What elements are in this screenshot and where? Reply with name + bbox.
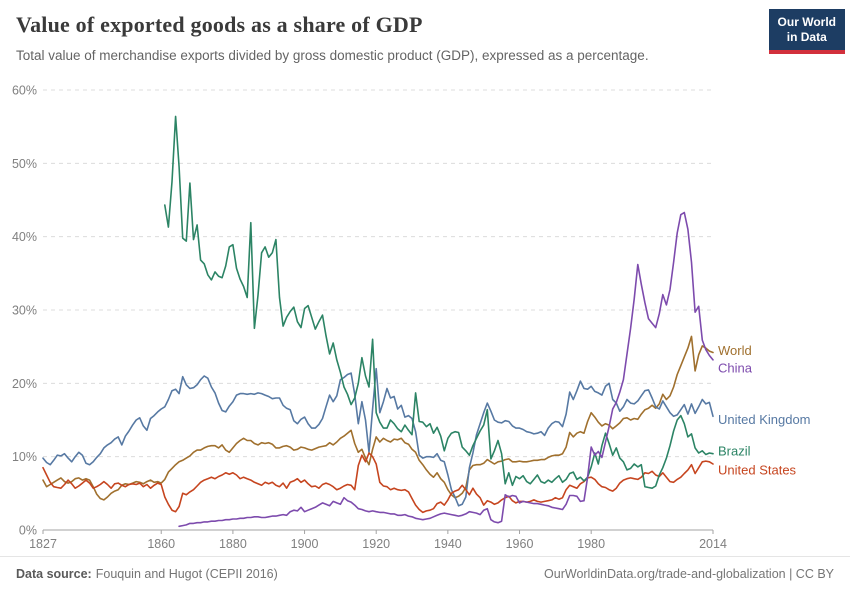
x-axis (42, 529, 714, 534)
x-tick-label: 1980 (577, 537, 605, 551)
x-tick-label: 1860 (147, 537, 175, 551)
logo-line1: Our World (777, 15, 836, 29)
y-tick-label: 30% (12, 304, 37, 318)
series-line-united-states[interactable] (42, 452, 714, 514)
y-tick-label: 0% (19, 524, 37, 538)
x-tick-label: 1880 (219, 537, 247, 551)
gridlines (43, 89, 713, 458)
series-lines (42, 115, 714, 528)
x-tick-label: 1900 (291, 537, 319, 551)
series-line-world[interactable] (42, 335, 714, 501)
series-line-china[interactable] (178, 211, 714, 528)
series-line-brazil[interactable] (164, 115, 714, 489)
y-tick-label: 10% (12, 450, 37, 464)
series-line-united-kingdom[interactable] (42, 367, 714, 507)
x-tick-label: 1960 (506, 537, 534, 551)
page-title: Value of exported goods as a share of GD… (16, 12, 423, 37)
y-axis-labels: 0% 10% 20% 30% 40% 50% 60% (12, 84, 37, 538)
x-tick-label: 1827 (29, 537, 57, 551)
data-source-label: Data source: (16, 567, 92, 581)
page-subtitle: Total value of merchandise exports divid… (16, 48, 649, 63)
series-label-world[interactable]: World (718, 343, 752, 358)
chart-footer: Data source: Fouquin and Hugot (CEPII 201… (0, 556, 850, 581)
data-source: Data source: Fouquin and Hugot (CEPII 201… (16, 567, 278, 581)
owid-logo[interactable]: Our World in Data (768, 9, 845, 54)
series-label-united-states[interactable]: United States (718, 463, 797, 478)
y-tick-label: 60% (12, 84, 37, 98)
series-label-brazil[interactable]: Brazil (718, 444, 751, 459)
x-tick-label: 1940 (434, 537, 462, 551)
x-axis-labels: 1827 1860 1880 1900 1920 1940 1960 1980 2014 (29, 537, 727, 551)
series-labels: World China United Kingdom Brazil United Sta… (718, 343, 811, 478)
footer-link[interactable]: OurWorldinData.org/trade-and-globalizati… (544, 567, 834, 581)
y-tick-label: 50% (12, 157, 37, 171)
x-tick-label: 2014 (699, 537, 727, 551)
x-tick-label: 1920 (362, 537, 390, 551)
y-tick-label: 40% (12, 230, 37, 244)
series-label-united-kingdom[interactable]: United Kingdom (718, 412, 811, 427)
data-source-value: Fouquin and Hugot (CEPII 2016) (95, 567, 278, 581)
y-tick-label: 20% (12, 377, 37, 391)
series-label-china[interactable]: China (718, 361, 753, 376)
logo-line2: in Data (786, 30, 827, 44)
